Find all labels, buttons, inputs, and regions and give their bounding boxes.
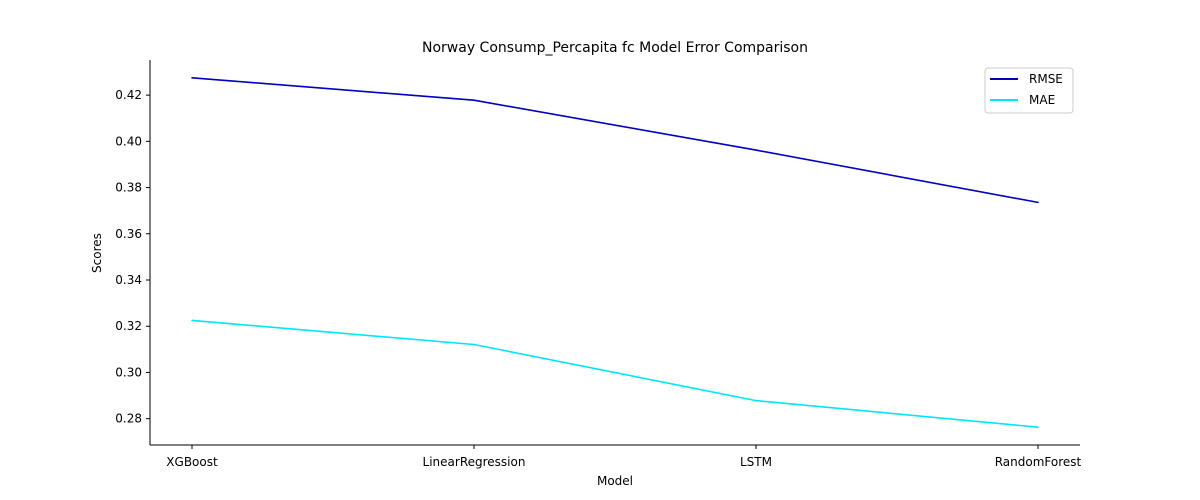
plot-area xyxy=(149,60,1080,446)
data-point-rmse xyxy=(1037,201,1039,204)
x-tick-label: LSTM xyxy=(740,455,772,469)
data-point-mae xyxy=(1037,426,1039,429)
legend-label-mae: MAE xyxy=(1029,93,1055,107)
y-tick-label: 0.42 xyxy=(115,88,142,102)
data-point-mae xyxy=(473,343,475,346)
y-tick-label: 0.40 xyxy=(115,134,142,148)
x-axis-label: Model xyxy=(597,474,633,488)
y-tick-label: 0.34 xyxy=(115,273,142,287)
y-tick-label: 0.36 xyxy=(115,227,142,241)
series-line-mae xyxy=(191,319,1039,428)
series-line-rmse xyxy=(191,77,1039,204)
x-tick-label: XGBoost xyxy=(166,455,218,469)
data-point-mae xyxy=(755,399,757,402)
y-tick-label: 0.30 xyxy=(115,365,142,379)
data-point-rmse xyxy=(191,76,193,79)
legend: RMSE MAE xyxy=(984,67,1074,114)
y-tick-label: 0.38 xyxy=(115,181,142,195)
y-ticks: 0.28 0.30 0.32 0.34 0.36 0.38 0.40 0.42 xyxy=(115,88,150,426)
x-ticks: XGBoost LinearRegression LSTM RandomForest xyxy=(166,445,1082,469)
y-axis-label: Scores xyxy=(90,233,104,273)
x-tick-label: LinearRegression xyxy=(423,455,526,469)
x-tick-label: RandomForest xyxy=(995,455,1082,469)
chart-title: Norway Consump_Percapita fc Model Error … xyxy=(422,40,808,56)
data-point-rmse xyxy=(473,99,475,102)
data-point-mae xyxy=(191,319,193,322)
data-point-rmse xyxy=(755,149,757,151)
series-lines xyxy=(191,76,1039,429)
y-tick-label: 0.32 xyxy=(115,319,142,333)
legend-label-rmse: RMSE xyxy=(1029,72,1063,86)
y-tick-label: 0.28 xyxy=(115,412,142,426)
